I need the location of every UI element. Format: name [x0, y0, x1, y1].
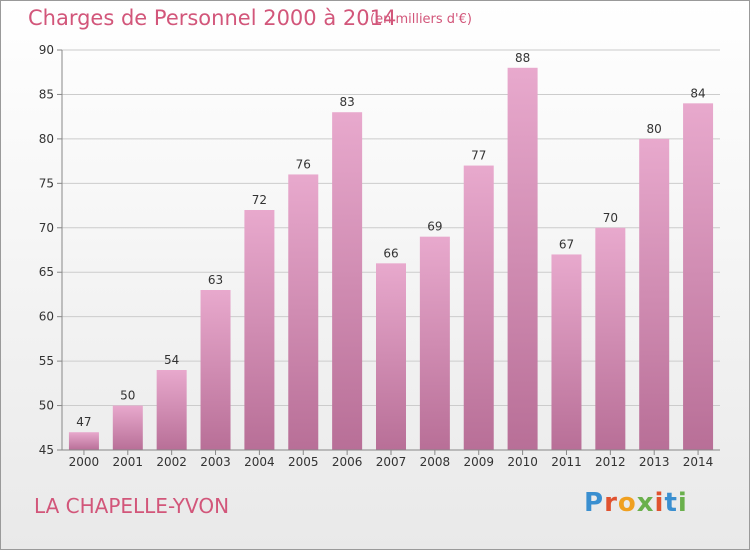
brand-letter: P — [584, 488, 605, 518]
x-tick-label: 2000 — [69, 455, 100, 469]
bar — [112, 405, 143, 450]
x-tick-label: 2010 — [507, 455, 538, 469]
bar — [244, 210, 275, 450]
bar — [639, 138, 670, 450]
data-label: 66 — [383, 246, 398, 260]
x-tick-label: 2005 — [288, 455, 319, 469]
chart-title: Charges de Personnel 2000 à 2014 — [28, 6, 397, 30]
y-tick-label: 65 — [39, 265, 54, 279]
data-label: 88 — [515, 51, 530, 65]
x-tick-label: 2013 — [639, 455, 670, 469]
proxiti-logo: Proxiti — [584, 488, 688, 518]
x-tick-label: 2003 — [200, 455, 231, 469]
data-label: 80 — [647, 122, 662, 136]
data-label: 70 — [603, 211, 618, 225]
bar — [288, 174, 319, 450]
brand-letter: t — [664, 488, 678, 518]
data-label: 54 — [164, 353, 179, 367]
data-label: 83 — [339, 95, 354, 109]
x-tick-label: 2001 — [113, 455, 144, 469]
brand-letter: o — [617, 488, 637, 518]
y-tick-label: 60 — [39, 310, 54, 324]
chart-subtitle: (en milliers d'€) — [370, 12, 472, 27]
bar — [68, 432, 99, 450]
bar — [200, 290, 231, 450]
data-labels: 47 50 54 63 72 76 83 66 69 77 88 67 70 80 84 — [76, 51, 705, 429]
bars — [68, 67, 714, 451]
data-label: 72 — [252, 193, 267, 207]
bar — [419, 236, 450, 450]
bar — [595, 227, 626, 450]
data-label: 50 — [120, 389, 135, 403]
data-label: 47 — [76, 415, 91, 429]
data-label: 63 — [208, 273, 223, 287]
x-tick-label: 2012 — [595, 455, 626, 469]
x-tick-label: 2004 — [244, 455, 275, 469]
bar — [507, 67, 538, 451]
bar — [332, 112, 363, 450]
commune-name: LA CHAPELLE-YVON — [34, 494, 230, 518]
x-tick-label: 2007 — [376, 455, 407, 469]
data-label: 77 — [471, 149, 486, 163]
y-tick-label: 55 — [39, 354, 54, 368]
x-tick-label: 2011 — [551, 455, 582, 469]
bar — [376, 263, 406, 450]
brand-letter: i — [654, 488, 665, 518]
bar — [463, 165, 494, 451]
x-tick-label: 2006 — [332, 455, 363, 469]
y-tick-label: 70 — [39, 221, 54, 235]
x-tick-label: 2009 — [463, 455, 494, 469]
brand-letter: r — [604, 488, 618, 518]
data-label: 69 — [427, 220, 442, 234]
x-tick-label: 2014 — [683, 455, 714, 469]
x-tick-label: 2002 — [156, 455, 187, 469]
brand-letter: i — [677, 488, 688, 518]
brand-letter: x — [636, 488, 655, 518]
data-label: 67 — [559, 237, 574, 251]
data-label: 84 — [690, 86, 705, 100]
y-tick-label: 50 — [39, 399, 54, 413]
axes: 45 50 55 60 65 70 75 80 85 90 2000 2001 2002 2003 2004… — [39, 43, 720, 469]
y-tick-label: 90 — [39, 43, 54, 57]
x-tick-label: 2008 — [420, 455, 451, 469]
bar — [551, 254, 582, 450]
bar — [683, 103, 714, 450]
y-tick-label: 45 — [39, 443, 54, 457]
y-tick-label: 75 — [39, 176, 54, 190]
y-tick-label: 80 — [39, 132, 54, 146]
bar — [156, 370, 187, 450]
data-label: 76 — [296, 157, 311, 171]
y-tick-label: 85 — [39, 87, 54, 101]
